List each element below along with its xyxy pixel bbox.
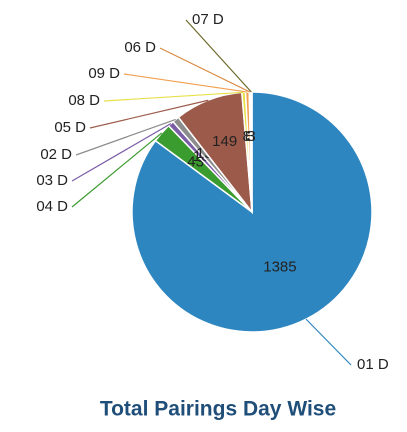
value-label: 8 [245,128,253,145]
legend-label: 06 D [124,39,156,56]
leader-line [103,91,244,102]
legend-label: 05 D [54,119,86,136]
leader-line [89,99,209,129]
value-label: 1385 [263,258,296,275]
legend-label: 04 D [36,198,68,215]
value-label: 8 [243,128,251,145]
legend-label: 08 D [68,92,100,109]
legend-label: 09 D [88,65,120,82]
value-label: 149 [212,133,237,150]
chart-title: Total Pairings Day Wise [100,398,336,421]
legend-label: 07 D [192,11,224,28]
leader-line [71,123,172,182]
leader-line [75,118,176,156]
leader-line [185,19,252,93]
legend-label: 01 D [357,356,389,373]
value-label: 3 [247,128,255,145]
leader-line [71,132,163,208]
legend-label: 03 D [36,172,68,189]
leader-line [305,318,352,366]
leader-line [159,47,251,93]
leader-line [123,73,248,93]
legend-label: 02 D [40,146,72,163]
